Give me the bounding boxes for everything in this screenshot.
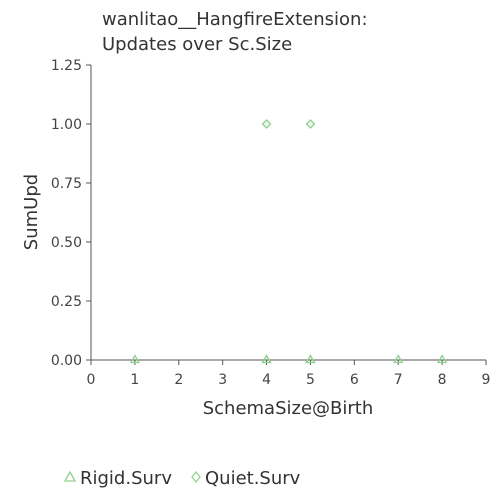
rigid-surv-point — [129, 354, 141, 364]
y-tick-label: 0.50 — [51, 235, 82, 251]
x-tick-label: 4 — [262, 372, 271, 388]
rigid-surv-point — [261, 354, 272, 364]
x-tick-label: 1 — [130, 372, 139, 388]
data-points — [129, 119, 448, 364]
legend-item-rigid-surv: Rigid.Surv — [63, 468, 172, 489]
legend-label-quiet-surv: Quiet.Surv — [205, 468, 301, 489]
y-tick-label: 0.75 — [51, 176, 82, 192]
legend-triangle-marker — [63, 470, 77, 482]
x-tick-label: 6 — [350, 372, 359, 388]
chart-title-line-2: Updates over Sc.Size — [102, 34, 292, 55]
legend-diamond-marker — [191, 470, 201, 484]
x-tick-label: 3 — [218, 372, 227, 388]
x-tick-label: 9 — [482, 372, 491, 388]
x-tick-label: 0 — [87, 372, 96, 388]
x-tick-label: 8 — [438, 372, 447, 388]
x-tick-label: 7 — [394, 372, 403, 388]
legend: Rigid.Surv Quiet.Surv — [63, 468, 301, 489]
rigid-surv-point — [436, 354, 448, 364]
quiet-surv-point — [261, 119, 272, 129]
legend-item-quiet-surv: Quiet.Surv — [191, 468, 301, 489]
y-axis-label: SumUpd — [21, 174, 42, 250]
y-axis: 0.00 0.25 0.50 0.75 1.00 1.25 — [51, 58, 92, 369]
y-tick-label: 0.00 — [51, 353, 82, 369]
rigid-surv-point — [305, 354, 316, 364]
x-axis: 0 1 2 3 4 5 6 7 8 9 — [87, 359, 491, 388]
chart-title-line-1: wanlitao__HangfireExtension: — [102, 9, 368, 30]
y-tick-label: 1.00 — [51, 117, 82, 133]
x-tick-label: 5 — [306, 372, 315, 388]
quiet-surv-point — [305, 119, 316, 129]
y-tick-label: 1.25 — [51, 58, 82, 74]
y-tick-label: 0.25 — [51, 294, 82, 310]
x-axis-label: SchemaSize@Birth — [203, 398, 374, 419]
rigid-surv-point — [393, 354, 404, 364]
x-tick-label: 2 — [174, 372, 183, 388]
legend-label-rigid-surv: Rigid.Surv — [80, 468, 172, 489]
